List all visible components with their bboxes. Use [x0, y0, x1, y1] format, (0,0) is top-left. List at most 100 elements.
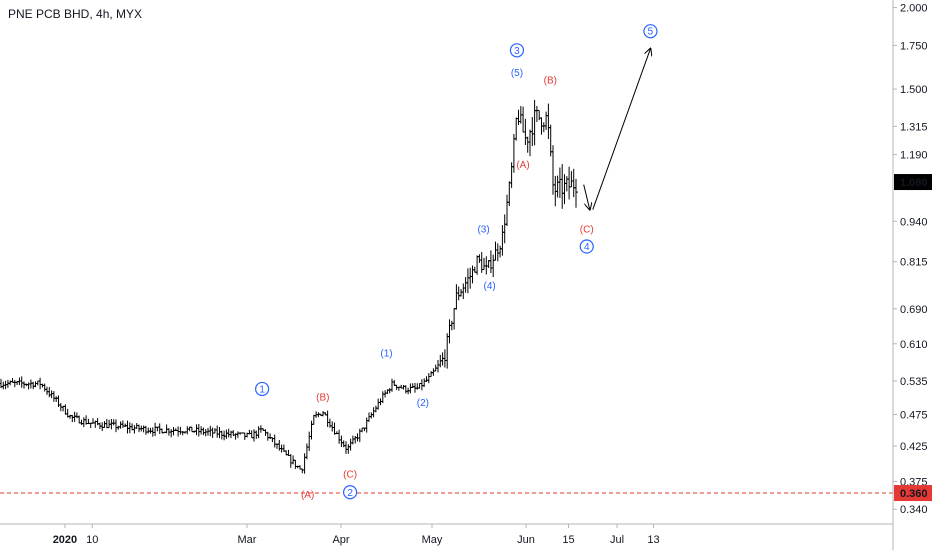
- price-axis[interactable]: 2.000 1.750 1.500 1.315 1.190 0.940 0.815 0.690…: [892, 0, 932, 550]
- ohlc-bar: [107, 419, 112, 429]
- ohlc-bar: [72, 411, 77, 422]
- ohlc-bar: [169, 429, 174, 438]
- wave-label-text: 5: [648, 27, 654, 38]
- wave-label-2: (B): [316, 393, 329, 404]
- ohlc-bar: [300, 468, 305, 474]
- ohlc-bar: [206, 427, 210, 436]
- ohlc-bar: [199, 426, 204, 435]
- ohlc-bar: [498, 245, 503, 258]
- last-price-badge-bg: [894, 174, 932, 191]
- ohlc-bar: [507, 181, 512, 207]
- chart-title: PNE PCB BHD, 4h, MYX: [8, 7, 143, 21]
- ohlc-bar: [109, 418, 114, 430]
- ohlc-bar: [367, 412, 371, 422]
- ohlc-bar: [475, 255, 480, 275]
- ohlc-bar: [525, 136, 530, 153]
- ohlc-bar: [344, 441, 348, 454]
- ohlc-bar: [28, 379, 33, 389]
- ohlc-bar: [528, 129, 532, 157]
- wave-label-1: 1: [255, 381, 270, 397]
- ohlc-bar: [196, 424, 201, 437]
- ohlc-bar: [459, 289, 463, 297]
- wave-label-text: (3): [477, 224, 489, 235]
- ohlc-bar: [77, 415, 82, 424]
- price-tick-label: 0.610: [900, 339, 928, 351]
- ohlc-bar: [127, 422, 132, 434]
- ohlc-bar: [47, 387, 52, 398]
- ohlc-bar: [546, 103, 551, 140]
- time-tick-label: Jul: [610, 534, 624, 546]
- ohlc-bar: [293, 459, 298, 469]
- price-tick-label: 0.940: [900, 216, 928, 228]
- ohlc-bar: [104, 418, 109, 429]
- wave-label-12: (A): [516, 160, 529, 171]
- projection-arrows: [583, 49, 651, 210]
- price-tick-label: 0.475: [900, 410, 928, 422]
- ohlc-bar: [373, 405, 378, 413]
- ohlc-bar: [100, 422, 105, 432]
- ohlc-bar: [452, 308, 457, 330]
- ohlc-bar: [442, 349, 447, 368]
- wave-label-text: (C): [343, 470, 357, 481]
- price-tick-label: 0.815: [900, 257, 928, 269]
- ohlc-bar: [307, 431, 312, 452]
- ohlc-bar: [495, 243, 500, 262]
- ohlc-bar: [403, 385, 408, 394]
- ohlc-bar: [226, 428, 231, 438]
- time-axis[interactable]: 2020 10 Mar Apr May Jun 15 Jul 13: [0, 523, 893, 546]
- ohlc-bar: [415, 383, 420, 390]
- ohlc-bar: [249, 430, 254, 439]
- ohlc-bar: [445, 333, 450, 369]
- ohlc-bar: [134, 423, 139, 429]
- ohlc-bar: [330, 421, 335, 432]
- ohlc-bar: [422, 378, 427, 387]
- wave-label-text: 1: [259, 384, 265, 395]
- ohlc-bar: [88, 422, 93, 429]
- ohlc-bar: [311, 414, 316, 425]
- ohlc-bar: [38, 377, 43, 390]
- wave-label-13: (B): [544, 75, 557, 86]
- wave-labels: 1 (B) (A) (C) 2 (1) (2) (3) (4) 3 (5) (A) (B) (C) 4 5: [255, 24, 658, 501]
- price-tick-label: 0.535: [900, 376, 928, 388]
- ohlc-bar: [537, 109, 542, 121]
- ohlc-bar: [564, 176, 569, 192]
- ohlc-bar: [470, 265, 475, 284]
- ohlc-bar: [574, 178, 578, 208]
- price-tick-label: 2.000: [900, 3, 928, 15]
- ohlc-bar: [502, 214, 507, 244]
- ohlc-bar: [49, 390, 54, 399]
- price-tick-label: 0.425: [900, 441, 928, 453]
- ohlc-bar: [19, 376, 24, 388]
- time-tick-label: 15: [562, 534, 574, 546]
- ohlc-bar: [42, 383, 47, 392]
- ohlc-bar: [125, 420, 130, 434]
- ohlc-bar: [436, 360, 440, 373]
- ohlc-bar: [350, 435, 355, 445]
- ohlc-bar: [63, 404, 68, 415]
- ohlc-bar: [532, 99, 537, 146]
- ohlc-bar: [321, 411, 325, 417]
- ohlc-bar: [45, 386, 49, 395]
- ohlc-bar: [74, 412, 79, 419]
- wave-label-7: (2): [417, 398, 429, 409]
- ohlc-bar: [120, 420, 125, 428]
- ohlc-bar: [304, 443, 309, 460]
- ohlc-bar: [116, 425, 121, 430]
- ohlc-bar: [256, 426, 261, 439]
- wave-label-16: 5: [643, 24, 658, 39]
- wave-label-9: (4): [484, 281, 496, 292]
- ohlc-bar: [180, 430, 185, 436]
- ohlc-bar: [332, 422, 337, 435]
- ohlc-bar: [31, 381, 36, 390]
- ohlc-bar: [212, 428, 217, 434]
- ohlc-bar: [286, 449, 291, 456]
- ohlc-bar: [429, 371, 434, 378]
- ohlc-bar: [146, 427, 151, 434]
- ohlc-bar: [408, 383, 413, 394]
- wave-label-15: 4: [579, 239, 594, 254]
- ohlc-bar: [369, 412, 374, 419]
- ohlc-bar: [118, 421, 123, 429]
- ohlc-bar: [555, 175, 560, 198]
- wave-label-11: (5): [511, 68, 523, 79]
